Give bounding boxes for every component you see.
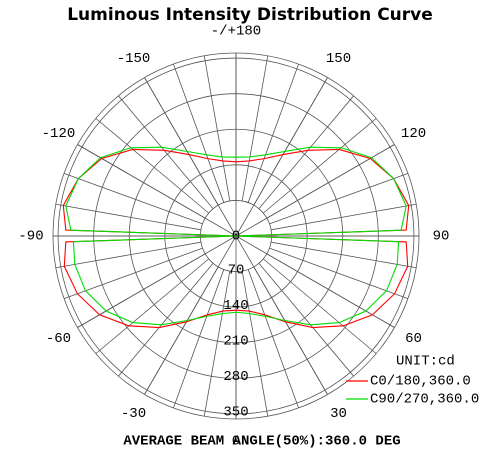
- spoke: [118, 95, 214, 209]
- spoke: [269, 173, 409, 225]
- footer: AVERAGE BEAM ANGLE(50%):360.0 DEG: [123, 434, 400, 450]
- angle-tick-label: -/+180: [211, 24, 261, 40]
- r-tick-label: 210: [223, 333, 248, 349]
- spoke: [203, 270, 231, 417]
- legend-label: C90/270,360.0: [370, 392, 479, 408]
- r-tick-label: 70: [228, 262, 245, 278]
- r-tick-label: 140: [223, 298, 248, 314]
- spoke: [247, 269, 299, 409]
- spoke: [263, 258, 377, 354]
- spoke: [55, 203, 202, 231]
- angle-grid-line: [235, 77, 328, 237]
- spoke: [95, 258, 209, 354]
- angle-tick-label: 60: [405, 331, 422, 347]
- angle-tick-label: -150: [117, 51, 151, 67]
- spoke: [263, 118, 377, 214]
- spoke: [269, 247, 409, 299]
- angle-grid-line: [144, 235, 237, 395]
- spoke: [63, 173, 203, 225]
- r-tick-label: 0: [232, 229, 240, 245]
- angle-grid-line: [77, 144, 237, 237]
- spoke: [173, 63, 225, 203]
- spoke: [63, 247, 203, 299]
- angle-grid-line: [144, 77, 237, 237]
- spoke: [173, 269, 225, 409]
- angle-tick-label: 0: [232, 434, 240, 450]
- spoke: [270, 203, 417, 231]
- angle-grid-line: [235, 235, 328, 395]
- chart-title: Luminous Intensity Distribution Curve: [67, 5, 433, 25]
- spoke: [203, 55, 231, 202]
- spoke: [258, 95, 354, 209]
- unit-label: UNIT:cd: [396, 354, 455, 370]
- spoke: [118, 263, 214, 377]
- spoke: [270, 241, 417, 269]
- angle-grid-line: [235, 235, 395, 328]
- r-tick-label: 280: [223, 369, 248, 385]
- curve: [65, 146, 407, 326]
- angle-grid-line: [235, 144, 395, 237]
- angle-tick-label: -60: [46, 331, 71, 347]
- angle-tick-label: -90: [18, 229, 43, 245]
- spoke: [241, 270, 269, 417]
- spoke: [247, 63, 299, 203]
- legend-label: C0/180,360.0: [370, 374, 471, 390]
- spoke: [55, 241, 202, 269]
- angle-tick-label: 30: [330, 406, 347, 422]
- angle-tick-label: -120: [42, 126, 76, 142]
- r-tick-label: 350: [223, 405, 248, 421]
- spoke: [258, 263, 354, 377]
- angle-grid-line: [77, 235, 237, 328]
- angle-tick-label: 90: [433, 229, 450, 245]
- spoke: [241, 55, 269, 202]
- angle-tick-label: 150: [326, 51, 351, 67]
- spoke: [95, 118, 209, 214]
- angle-tick-label: -30: [121, 406, 146, 422]
- angle-tick-label: 120: [401, 126, 426, 142]
